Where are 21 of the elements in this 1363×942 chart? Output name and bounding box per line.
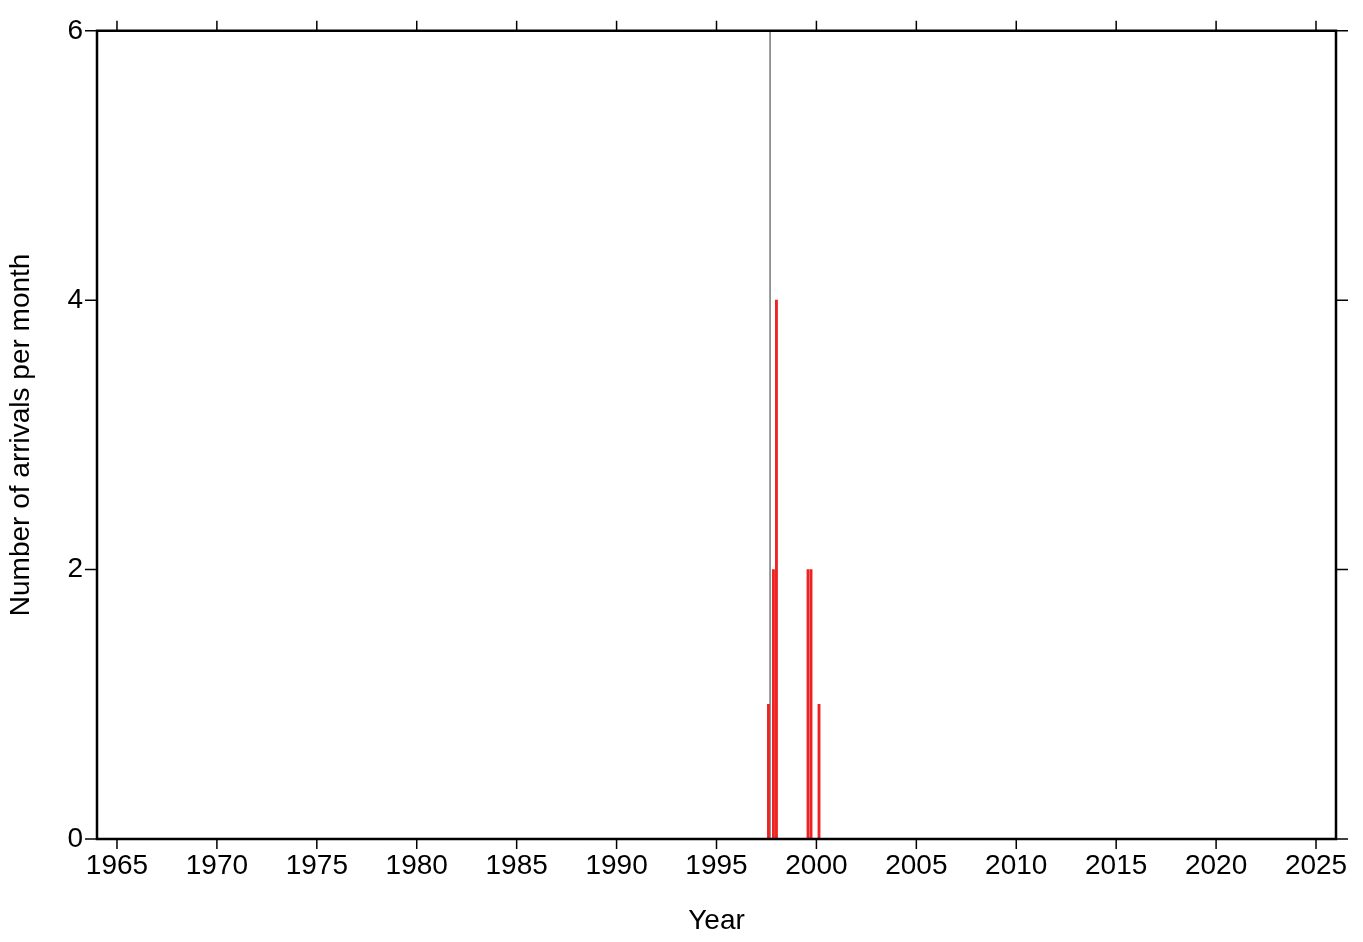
x-tick-label: 1970 (185, 848, 249, 880)
y-tick-label: 6 (67, 13, 83, 45)
x-tick-label: 1975 (285, 848, 348, 880)
x-tick-label: 2005 (885, 848, 948, 880)
x-tick-label: 2000 (785, 848, 848, 880)
x-tick-label: 1990 (585, 848, 648, 880)
x-tick-label: 1995 (685, 848, 748, 880)
y-tick-label: 0 (67, 821, 83, 853)
bar (767, 703, 770, 839)
bar (775, 299, 778, 839)
y-tick-label: 4 (67, 282, 83, 314)
x-tick-label: 2025 (1284, 848, 1348, 880)
x-tick-label: 2020 (1184, 848, 1248, 880)
x-tick-label: 1980 (385, 848, 448, 880)
x-tick-label: 1985 (485, 848, 548, 880)
y-tick-label: 2 (67, 552, 83, 584)
x-axis-title: Year (688, 903, 745, 935)
y-axis-title: Number of arrivals per month (3, 253, 35, 617)
x-tick-label: 2015 (1085, 848, 1148, 880)
x-tick-label: 1965 (85, 848, 149, 880)
x-tick-label: 2010 (985, 848, 1048, 880)
